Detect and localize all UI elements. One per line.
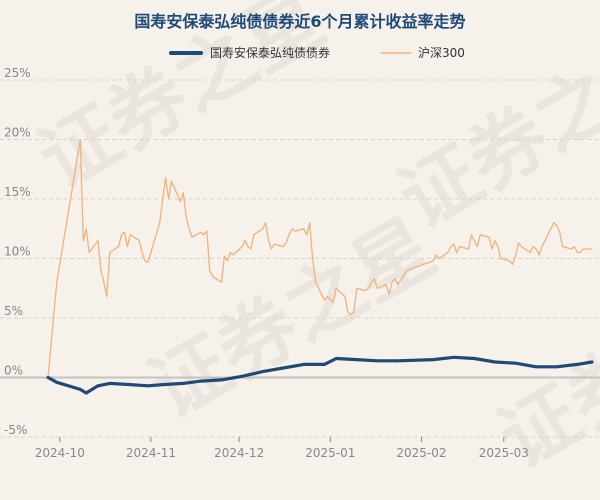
y-tick-label: 5% — [4, 304, 23, 318]
x-tick-label: 2025-02 — [396, 446, 446, 460]
series-lines — [46, 138, 594, 395]
y-tick-label: 15% — [4, 185, 31, 199]
y-axis: 25% 20% 15% 10% 5% 0% -5% — [4, 66, 31, 437]
watermark-text: 证券之星 — [385, 13, 600, 247]
series-line-index — [47, 138, 593, 379]
x-tick-label: 2025-03 — [479, 446, 529, 460]
y-tick-label: 25% — [4, 66, 31, 80]
chart-title: 国寿安保泰弘纯债债券近6个月累计收益率走势 — [134, 12, 465, 31]
legend: 国寿安保泰弘纯债债券 沪深300 — [169, 45, 465, 60]
y-tick-label: -5% — [4, 423, 27, 437]
legend-label-fund: 国寿安保泰弘纯债债券 — [210, 45, 330, 60]
x-tick-label: 2025-01 — [305, 446, 355, 460]
x-axis: 2024-10 2024-11 2024-12 2025-01 2025-02 2025-… — [35, 437, 529, 460]
y-tick-label: 10% — [4, 245, 31, 259]
x-tick-label: 2024-10 — [35, 446, 85, 460]
y-tick-label: 0% — [4, 364, 23, 378]
legend-label-index: 沪深300 — [418, 46, 465, 60]
watermark: 证券之星证券之星证券之星证券之星 — [25, 0, 600, 486]
y-tick-label: 20% — [4, 126, 31, 140]
x-tick-label: 2024-11 — [126, 446, 176, 460]
watermark-text: 证券之星 — [135, 203, 450, 437]
series-line-fund — [46, 355, 594, 395]
x-tick-label: 2024-12 — [214, 446, 264, 460]
